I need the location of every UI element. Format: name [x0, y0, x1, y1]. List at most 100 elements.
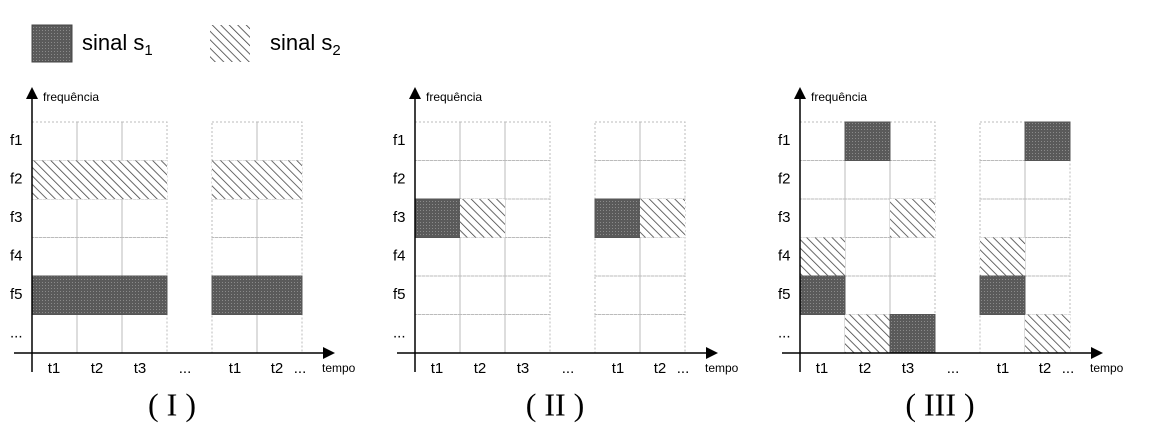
- grid-cell: [889, 237, 936, 277]
- signal-s2-cell: [32, 160, 77, 199]
- panel-caption: ( III ): [905, 386, 974, 422]
- grid-cell: [1024, 237, 1071, 277]
- grid-cell: [639, 160, 686, 200]
- x-label: t1: [612, 360, 625, 377]
- signal-s1-cell: [256, 275, 303, 315]
- x-label: ...: [1062, 360, 1075, 377]
- y-label: f4: [10, 248, 23, 265]
- grid-cell: [799, 198, 846, 238]
- grid-cell: [594, 314, 641, 354]
- y-label: f4: [778, 248, 791, 265]
- panel-caption: ( I ): [148, 386, 196, 422]
- grid-cell: [504, 160, 551, 200]
- y-axis-label: frequência: [811, 90, 867, 104]
- grid-cell: [211, 237, 258, 277]
- signal-s2-cell: [640, 199, 685, 238]
- x-label: t1: [229, 360, 242, 377]
- grid-cell: [1024, 160, 1071, 200]
- x-label: t3: [134, 360, 147, 377]
- y-label: ...: [10, 325, 23, 342]
- grid-cell: [459, 121, 506, 161]
- grid-cell: [889, 121, 936, 161]
- y-label: f5: [393, 286, 406, 303]
- signal-s2-cell: [212, 160, 257, 199]
- grid-cell: [504, 314, 551, 354]
- y-label: f5: [10, 286, 23, 303]
- grid-cell: [504, 275, 551, 315]
- signal-s1-cell: [799, 275, 846, 315]
- y-label: f1: [393, 132, 406, 149]
- grid-cell: [211, 121, 258, 161]
- x-label: ...: [947, 360, 960, 377]
- signal-s1-cell: [594, 198, 641, 238]
- grid-cell: [459, 237, 506, 277]
- grid-cell: [76, 121, 123, 161]
- signal-s2-cell: [800, 237, 845, 276]
- grid-cell: [76, 198, 123, 238]
- x-label: t1: [48, 360, 61, 377]
- x-label: ...: [179, 360, 192, 377]
- x-label: ...: [562, 360, 575, 377]
- grid-cell: [639, 314, 686, 354]
- grid-cell: [594, 121, 641, 161]
- signal-s2-cell: [890, 199, 935, 238]
- grid-cell: [889, 160, 936, 200]
- x-label: t2: [1039, 360, 1052, 377]
- signal-s2-cell: [845, 314, 890, 353]
- grid-cell: [76, 237, 123, 277]
- panel-caption: ( II ): [526, 386, 585, 422]
- grid-cell: [594, 237, 641, 277]
- signal-s1-cell: [31, 275, 78, 315]
- grid-cell: [211, 314, 258, 354]
- x-label: t1: [997, 360, 1010, 377]
- signal-s1-cell: [844, 121, 891, 161]
- grid-cell: [639, 275, 686, 315]
- grid-cell: [844, 237, 891, 277]
- grid-cell: [459, 275, 506, 315]
- grid-cell: [844, 275, 891, 315]
- x-label: t3: [902, 360, 915, 377]
- grid-cell: [504, 121, 551, 161]
- grid-cell: [121, 121, 168, 161]
- grid-cell: [799, 121, 846, 161]
- grid-cell: [979, 121, 1026, 161]
- signal-s1-cell: [979, 275, 1026, 315]
- signal-s2-cell: [77, 160, 122, 199]
- signal-s2-cell: [257, 160, 302, 199]
- y-label: f2: [10, 171, 23, 188]
- signal-s1-cell: [1024, 121, 1071, 161]
- grid-cell: [414, 121, 461, 161]
- grid-cell: [979, 314, 1026, 354]
- grid-cell: [1024, 275, 1071, 315]
- y-label: f2: [393, 171, 406, 188]
- grid-cell: [31, 237, 78, 277]
- grid-cell: [76, 314, 123, 354]
- x-axis-label: tempo: [705, 361, 739, 375]
- legend-swatch-s1: [31, 24, 73, 63]
- signal-s1-cell: [889, 314, 936, 354]
- grid-cell: [979, 160, 1026, 200]
- grid-cell: [31, 314, 78, 354]
- grid-cell: [414, 237, 461, 277]
- y-label: f1: [778, 132, 791, 149]
- grid-cell: [504, 237, 551, 277]
- x-label: t1: [816, 360, 829, 377]
- grid-cell: [414, 275, 461, 315]
- grid-cell: [844, 198, 891, 238]
- x-label: t2: [271, 360, 284, 377]
- y-label: f5: [778, 286, 791, 303]
- grid-cell: [459, 314, 506, 354]
- x-label: t1: [431, 360, 444, 377]
- x-label: t2: [474, 360, 487, 377]
- grid-cell: [844, 160, 891, 200]
- grid-cell: [594, 275, 641, 315]
- grid-cell: [799, 314, 846, 354]
- x-label: ...: [294, 360, 307, 377]
- y-axis-label: frequência: [43, 90, 99, 104]
- y-label: ...: [778, 325, 791, 342]
- y-label: f2: [778, 171, 791, 188]
- grid-cell: [504, 198, 551, 238]
- y-label: f3: [778, 209, 791, 226]
- grid-cell: [256, 237, 303, 277]
- y-label: f1: [10, 132, 23, 149]
